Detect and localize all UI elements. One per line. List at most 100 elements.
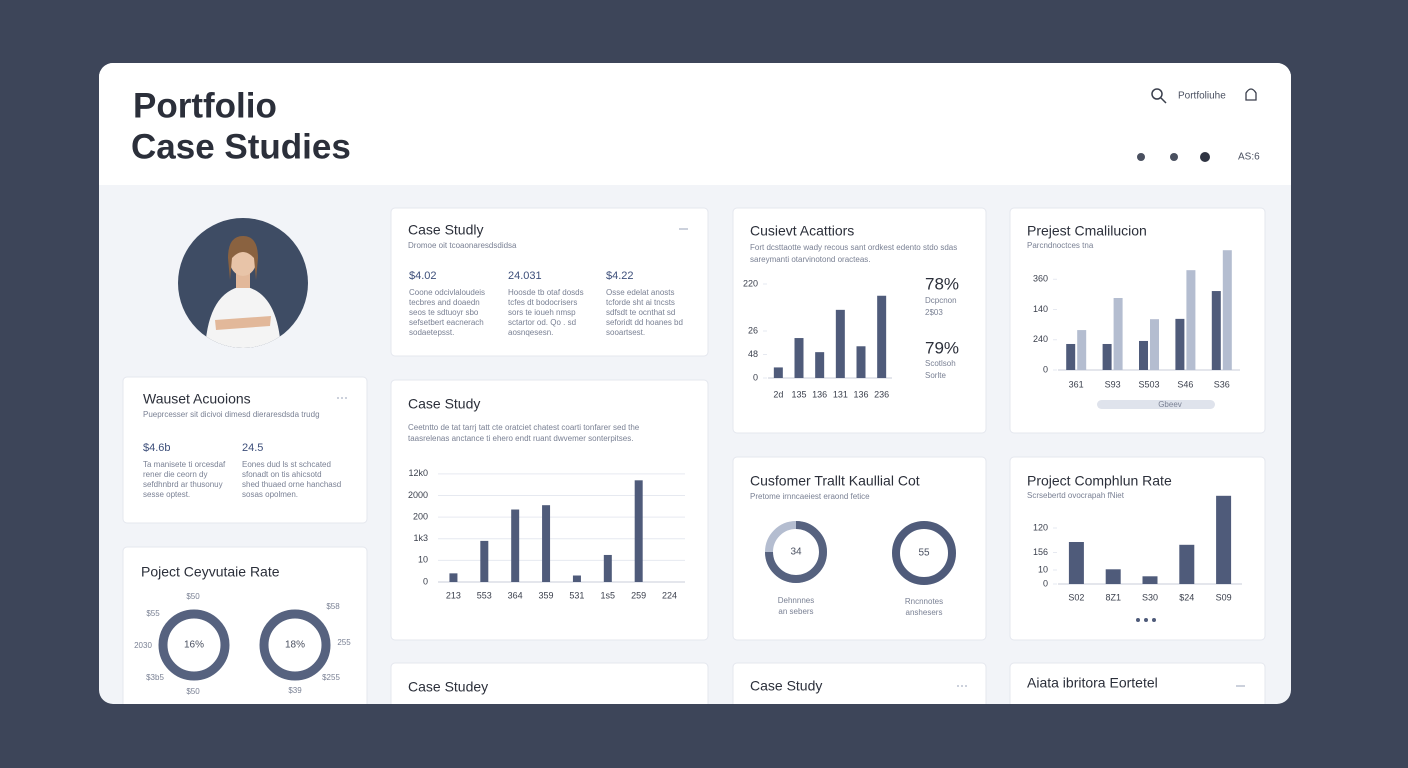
y-tick-label: 48 xyxy=(748,349,758,359)
cards xyxy=(122,207,1266,704)
y-tick-label: 240 xyxy=(1033,334,1048,344)
card xyxy=(1009,662,1266,704)
dot[interactable] xyxy=(1200,152,1210,162)
label: sareymanti otarvinotond oracteas. xyxy=(750,255,871,264)
bar xyxy=(1113,298,1123,370)
label: 34 xyxy=(790,547,802,558)
label: tcfes dt bodocrisers xyxy=(508,298,577,307)
bar xyxy=(1222,250,1232,370)
label: sefsetbert eacnerach xyxy=(409,318,484,327)
y-tick-label: 26 xyxy=(748,325,758,335)
label: sctartor od. Qo . sd xyxy=(508,318,576,327)
x-tick-label: S02 xyxy=(1068,592,1084,602)
avatar xyxy=(178,218,308,348)
x-tick-label: 364 xyxy=(508,590,523,600)
x-tick-label: 236 xyxy=(874,389,889,399)
y-tick-label: 0 xyxy=(1043,578,1048,588)
y-tick-label: 120 xyxy=(1033,522,1048,532)
label: 24.5 xyxy=(242,442,263,454)
label: Prejest Cmalilucion xyxy=(1027,223,1147,239)
pager[interactable] xyxy=(1136,618,1156,622)
bar xyxy=(1139,340,1148,370)
label: Dromoe oit tcoaonaresdsdidsa xyxy=(408,241,517,250)
label: Scrsebertd ovocrapah fNiet xyxy=(1027,491,1125,500)
bar xyxy=(634,480,643,582)
label: aosnqesesn. xyxy=(508,328,553,337)
label: Eones dud ls st schcated xyxy=(242,460,331,469)
bar xyxy=(1175,318,1185,370)
label: Case Study xyxy=(750,678,822,694)
label: $4.02 xyxy=(409,270,437,282)
card xyxy=(390,662,709,704)
x-tick-label: 136 xyxy=(812,389,827,399)
bar xyxy=(1066,343,1076,370)
y-tick-label: 156 xyxy=(1033,547,1048,557)
bar xyxy=(815,352,825,378)
y-tick-label: 0 xyxy=(423,576,428,586)
label: Case Studly xyxy=(408,222,483,238)
bar xyxy=(572,575,581,582)
y-tick-label: 12k0 xyxy=(408,468,428,478)
bar xyxy=(449,573,458,582)
bar xyxy=(773,367,783,378)
card xyxy=(732,456,987,641)
y-tick-label: 2000 xyxy=(408,490,428,500)
ring xyxy=(259,609,331,681)
label: Pretome irnncaeiest eraond fetice xyxy=(750,492,870,501)
label: sesse optest. xyxy=(143,490,190,499)
label: sors te ioueh nmsp xyxy=(508,308,576,317)
search-icon[interactable] xyxy=(1151,88,1167,104)
x-tick-label: S503 xyxy=(1138,379,1159,389)
label: Case Studey xyxy=(408,679,488,695)
bar xyxy=(542,505,551,582)
page-title: Portfolio xyxy=(133,86,277,125)
bell-icon[interactable] xyxy=(1245,88,1257,101)
label: 78% xyxy=(925,274,959,293)
pill xyxy=(1097,400,1215,409)
x-tick-label: S36 xyxy=(1214,379,1230,389)
label: Gbeev xyxy=(1158,400,1182,409)
label: sfonadt on tis ahicsotd xyxy=(242,470,322,479)
label: Rncnnotes xyxy=(905,597,943,606)
label: $4.22 xyxy=(606,270,634,282)
panel xyxy=(99,63,1291,704)
x-tick-label: S30 xyxy=(1142,592,1158,602)
label: 2$03 xyxy=(925,308,943,317)
label: 18% xyxy=(285,640,305,651)
label: Osse edelat anosts xyxy=(606,288,674,297)
label: $4.6b xyxy=(143,442,171,454)
label: anshesers xyxy=(906,608,943,617)
menu-dots[interactable] xyxy=(337,228,1245,687)
card xyxy=(122,546,368,704)
dot[interactable] xyxy=(1170,153,1178,161)
x-tick-label: 2d xyxy=(773,389,783,399)
label: 16% xyxy=(184,640,204,651)
x-tick-label: $24 xyxy=(1179,592,1194,602)
dot[interactable] xyxy=(1137,153,1145,161)
x-tick-label: 131 xyxy=(833,389,848,399)
bar xyxy=(511,509,520,582)
label: Cusfomer Trallt Kaullial Cot xyxy=(750,473,920,489)
x-tick-label: 213 xyxy=(446,590,461,600)
y-tick-label: 140 xyxy=(1033,304,1048,314)
bar xyxy=(1077,330,1087,370)
bar xyxy=(877,295,887,378)
label: Ta manisete ti orcesdaf xyxy=(143,460,226,469)
label: 2030 xyxy=(134,641,152,650)
label: 255 xyxy=(337,638,351,647)
card xyxy=(122,376,368,524)
label: Ceetntto de tat tarrj tatt cte oratciet … xyxy=(408,423,640,432)
bar xyxy=(1211,291,1221,370)
label: Scotlsoh xyxy=(925,359,956,368)
card xyxy=(390,207,709,357)
label: AS:6 xyxy=(1238,152,1260,163)
card xyxy=(732,662,987,704)
label: $50 xyxy=(186,687,200,696)
y-tick-label: 360 xyxy=(1033,274,1048,284)
bar xyxy=(1142,576,1158,584)
x-tick-label: 531 xyxy=(569,590,584,600)
donut-arc xyxy=(765,521,827,583)
label: sooartsest. xyxy=(606,328,645,337)
